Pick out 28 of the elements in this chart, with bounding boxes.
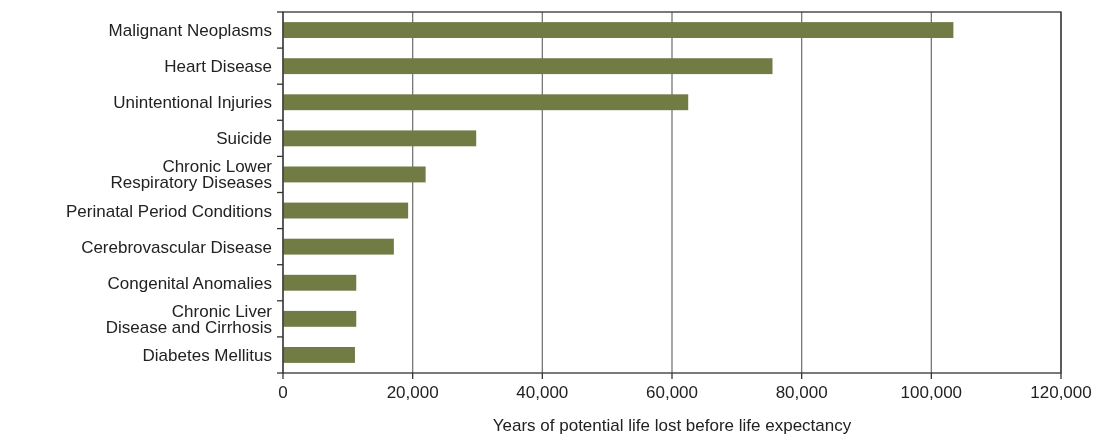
- x-axis-title: Years of potential life lost before life expectancy: [492, 416, 852, 435]
- x-tick-label: 100,000: [900, 383, 963, 402]
- bar: [283, 202, 409, 219]
- x-tick-label: 60,000: [646, 383, 698, 402]
- y-tick-label: Perinatal Period Conditions: [65, 201, 272, 221]
- y-tick-label: Cerebrovascular Disease: [81, 237, 272, 257]
- y-tick-label: Malignant Neoplasms: [108, 20, 272, 40]
- bar: [283, 310, 357, 327]
- y-tick-label: Chronic Lower Respiratory Diseases: [110, 156, 273, 192]
- x-tick-label: 0: [278, 383, 288, 402]
- bar: [283, 130, 477, 147]
- x-tick-label: 20,000: [386, 383, 439, 402]
- bar: [283, 94, 689, 111]
- y-tick-label: Chronic Liver Disease and Cirrhosis: [105, 301, 273, 337]
- bar: [283, 238, 394, 255]
- y-tick-label: Congenital Anomalies: [107, 273, 272, 293]
- bar: [283, 274, 357, 291]
- x-tick-label: 80,000: [775, 383, 828, 402]
- y-tick-label: Suicide: [216, 128, 272, 148]
- x-tick-label: 120,000: [1030, 383, 1092, 402]
- y-tick-label: Diabetes Mellitus: [142, 345, 272, 365]
- x-tick-label: 40,000: [516, 383, 569, 402]
- bar: [283, 166, 426, 183]
- bar: [283, 347, 355, 363]
- y-tick-label: Unintentional Injuries: [113, 92, 272, 112]
- y-tick-label: Heart Disease: [164, 56, 272, 76]
- bar: [283, 22, 954, 38]
- bar: [283, 58, 773, 75]
